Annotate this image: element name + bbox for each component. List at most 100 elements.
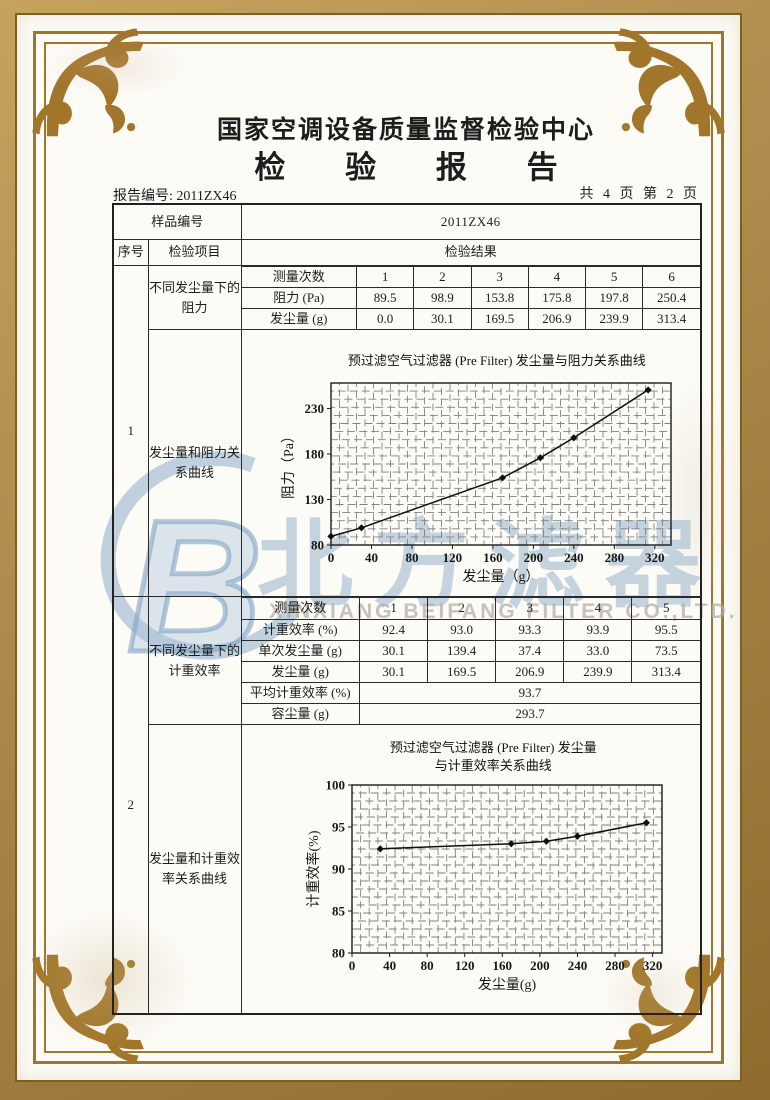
value-cell: 30.1 [359,660,429,683]
value-cell: 0.0 [356,308,415,330]
value-cell: 175.8 [527,287,587,310]
frame-line-inner [44,42,713,1053]
row-label-cell: 发尘量 (g) [241,660,361,683]
value-cell: 5 [585,265,644,289]
table-row: 平均计重效率 (%) 93.7 [241,681,701,705]
table-row: 测量次数 1 2 3 4 5 [241,597,701,620]
merged-value-cell: 93.7 [359,681,701,705]
x-tick-label: 120 [454,958,474,973]
serial-cell: 1 [112,264,149,598]
value-cell: 169.5 [470,308,529,330]
value-cell: 2 [427,597,497,620]
inspection-item-cell: 发尘量和阻力关系曲线 [147,329,242,598]
section2-measurements-row: 2 不同发尘量下的计重效率 测量次数 1 2 3 4 5 计重效率 (%) 92.4 93.0 9… [112,596,702,1015]
value-cell: 206.9 [495,660,565,683]
efficiency-chart-title-line2: 与计重效率关系曲线 [434,758,552,774]
result-header-cell: 检验结果 [240,239,702,266]
value-cell: 4 [527,265,587,289]
y-tick-label: 100 [325,778,345,793]
grid [351,784,662,954]
frame-line-outer [33,31,724,1064]
y-tick-label: 95 [332,820,346,835]
x-tick-label: 160 [492,958,512,973]
value-cell: 73.5 [631,639,701,662]
resistance-chart: 0 40 80 120 160 200 240 280 320 80 130 180 230 发尘量（g）… [281,382,672,585]
measurement-table-cell: 测量次数 1 2 3 4 5 6 阻力 (Pa) 89.5 98.9 153.8 175.8 197.8… [240,264,702,331]
value-cell: 95.5 [631,618,701,641]
value-cell: 89.5 [356,287,415,310]
series-line [330,389,649,538]
value-cell: 139.4 [427,639,497,662]
row-label-cell: 计重效率 (%) [241,618,361,641]
item-header-cell: 检验项目 [147,239,242,266]
row-label-cell: 平均计重效率 (%) [241,681,361,705]
x-tick-label: 0 [348,958,355,973]
x-tick-label: 200 [530,958,550,973]
y-tick-label: 80 [332,946,345,961]
value-cell: 3 [495,597,565,620]
row-label-cell: 容尘量 (g) [241,703,361,725]
value-cell: 93.0 [427,618,497,641]
value-cell: 92.4 [359,618,429,641]
sample-number-row: 样品编号 2011ZX46 [112,203,702,240]
x-tick-label: 200 [523,550,543,565]
x-tick-label: 120 [442,550,462,565]
measurement-table-cell: 测量次数 1 2 3 4 5 计重效率 (%) 92.4 93.0 93.3 93.9 95.5 单次发… [240,596,702,726]
x-tick-label: 80 [405,550,418,565]
y-tick-label: 230 [304,401,324,416]
center-name-heading: 国家空调设备质量监督检验中心 [216,117,595,144]
resistance-measurement-table: 测量次数 1 2 3 4 5 6 阻力 (Pa) 89.5 98.9 153.8 175.8 197.8… [241,265,701,330]
data-point-marker [644,386,652,395]
x-tick-label: 0 [327,550,334,565]
table-row: 阻力 (Pa) 89.5 98.9 153.8 175.8 197.8 250.4 [241,287,701,310]
data-point-marker [326,533,335,541]
corner-ornament-top-right [613,28,725,137]
section1-measurements-row: 1 不同发尘量下的阻力 测量次数 1 2 3 4 5 6 阻力 (Pa) 89.5 98.9 153… [112,264,702,598]
value-cell: 313.4 [642,308,701,330]
chart-cell: 预过滤空气过滤器 (Pre Filter) 发尘量与阻力关系曲线 0 40 80 12… [240,329,702,598]
efficiency-chart: 0 40 80 120 160 200 240 280 320 80 85 90 95 100 发尘量(g)… [305,778,663,993]
value-cell: 4 [563,597,633,620]
y-axis-label: 阻力（Pa） [281,429,297,499]
table-row: 单次发尘量 (g) 30.1 139.4 37.4 33.0 73.5 [241,639,701,662]
value-cell: 250.4 [642,287,701,310]
value-cell: 239.9 [563,660,633,683]
serial-cell: 2 [112,596,149,1015]
x-tick-label: 280 [605,958,625,973]
data-point-marker [498,474,506,482]
table-row: 容尘量 (g) 293.7 [241,703,701,725]
table-row: 发尘量 (g) 0.0 30.1 169.5 206.9 239.9 313.4 [241,308,701,330]
inspection-item-cell: 发尘量和计重效率关系曲线 [147,724,242,1015]
row-label-cell: 测量次数 [241,597,361,620]
data-point-marker [573,832,581,841]
sample-number-value-cell: 2011ZX46 [240,203,702,240]
resistance-chart-title: 预过滤空气过滤器 (Pre Filter) 发尘量与阻力关系曲线 [347,353,646,369]
table-row: 发尘量 (g) 30.1 169.5 206.9 239.9 313.4 [241,660,701,683]
value-cell: 93.9 [563,618,633,641]
chart-cell: 预过滤空气过滤器 (Pre Filter) 发尘量 与计重效率关系曲线 0 40 8… [240,724,702,1015]
data-point-marker [357,524,365,532]
value-cell: 206.9 [527,308,587,330]
section1-chart-row: 发尘量和阻力关系曲线 预过滤空气过滤器 (Pre Filter) 发尘量与阻力关… [113,329,702,598]
page-indicator: 共 4 页 第 2 页 [579,187,700,202]
data-point-marker [542,837,550,846]
y-tick-label: 130 [304,492,324,507]
serial-header-cell: 序号 [112,239,149,266]
data-point-marker [642,819,650,827]
y-tick-label: 85 [332,904,346,919]
x-tick-label: 240 [564,550,584,565]
row-label-cell: 发尘量 (g) [241,308,358,330]
x-tick-label: 320 [645,550,665,565]
column-header-row: 序号 检验项目 检验结果 [112,239,702,266]
value-cell: 37.4 [495,639,565,662]
table-row: 测量次数 1 2 3 4 5 6 [241,265,701,289]
value-cell: 33.0 [563,639,633,662]
value-cell: 1 [359,597,429,620]
corner-ornament-bottom-left [32,954,144,1063]
y-tick-label: 180 [304,447,324,462]
inspection-table: 样品编号 2011ZX46 序号 检验项目 检验结果 1 不同发尘量下的阻力 [112,203,703,1016]
plot-border [329,382,672,547]
y-axis-label: 计重效率(%) [305,830,322,907]
inspection-table-wrap: 样品编号 2011ZX46 序号 检验项目 检验结果 1 不同发尘量下的阻力 [112,203,703,1016]
value-cell: 93.3 [495,618,565,641]
